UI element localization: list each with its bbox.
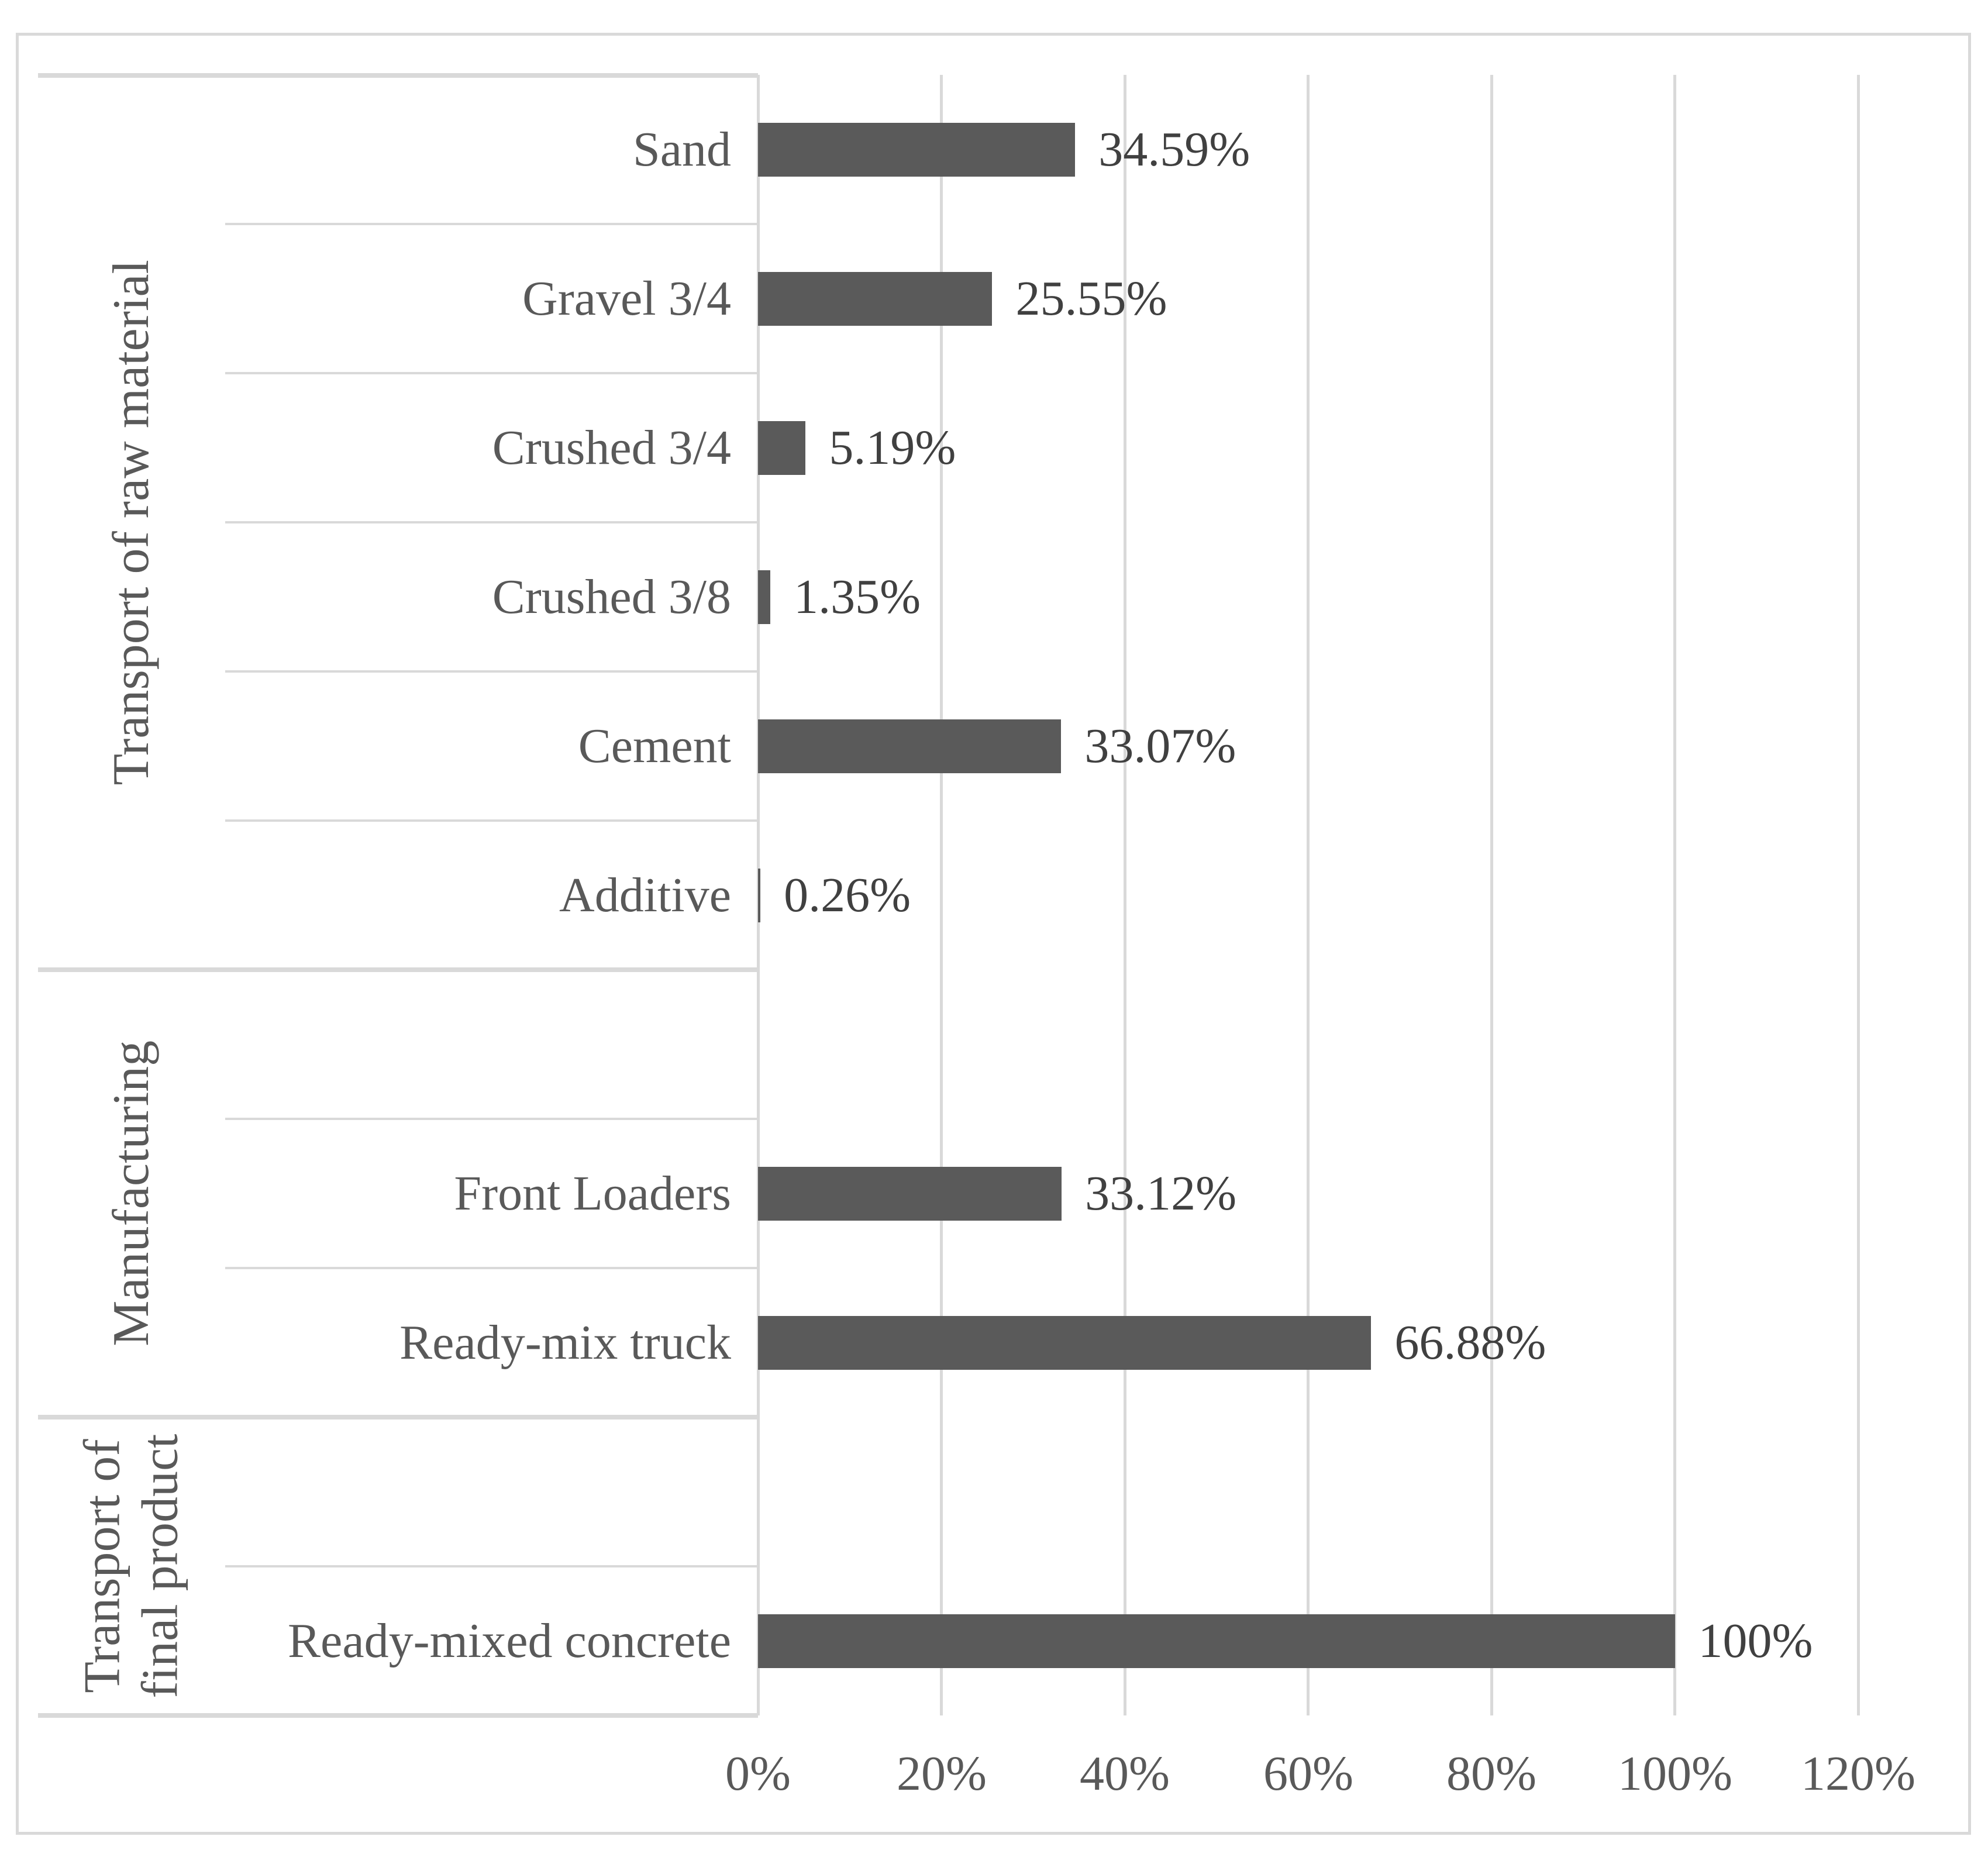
row-separator [225, 1267, 758, 1269]
value-label-ready-mixed-concrete: 100% [1698, 1614, 1813, 1668]
bar-row-cement: 33.07% [758, 671, 1858, 821]
bar-sand [758, 122, 1076, 177]
value-label-additive: 0.26% [784, 868, 911, 922]
bar-row-ready-mix-truck: 66.88% [758, 1268, 1858, 1417]
category-label-empty-1 [225, 970, 744, 1119]
bar-row-crushed-3-4: 5.19% [758, 373, 1858, 522]
x-tick-80: 80% [1446, 1746, 1536, 1801]
gridline-40 [1124, 75, 1126, 1715]
bar-gravel-3-4 [758, 271, 993, 326]
group-boundary-bottom [38, 1713, 758, 1718]
figure-border [16, 33, 1971, 1835]
bar-row-additive: 0.26% [758, 821, 1858, 970]
bar-front-loaders [758, 1166, 1062, 1221]
bar-row-ready-mixed-concrete: 100% [758, 1566, 1858, 1715]
bar-row-sand: 34.59% [758, 75, 1858, 224]
row-separator [225, 670, 758, 673]
group-label-text: Manufacturing [102, 1041, 160, 1346]
gridline-80 [1490, 75, 1493, 1715]
x-axis: 0% 20% 40% 60% 80% 100% 120% [725, 1740, 1915, 1808]
gridline-100 [1673, 75, 1676, 1715]
group-label-transport-final-product: Transport of final product [38, 1417, 225, 1715]
x-tick-100: 100% [1618, 1746, 1732, 1801]
category-label-additive: Additive [559, 868, 731, 922]
category-label-ready-mix-truck: Ready-mix truck [399, 1315, 731, 1370]
row-separator [225, 223, 758, 225]
row-separator [225, 372, 758, 374]
category-label-cement: Cement [578, 719, 731, 773]
gridline-120 [1857, 75, 1860, 1715]
row-separator [225, 819, 758, 822]
group-boundary-top [38, 73, 758, 78]
bar-additive [758, 868, 761, 922]
x-tick-20: 20% [897, 1746, 987, 1801]
bar-ready-mix-truck [758, 1315, 1372, 1370]
row-separator [225, 1118, 758, 1120]
gridline-60 [1307, 75, 1310, 1715]
bar-row-front-loaders: 33.12% [758, 1119, 1858, 1268]
category-label-crushed-3-8: Crushed 3/8 [492, 570, 731, 624]
bar-ready-mixed-concrete [758, 1614, 1675, 1668]
plot-area: 34.59% 25.55% 5.19% 1.35% 33.07% 0.26% 3… [757, 75, 1860, 1715]
category-label-front-loaders: Front Loaders [454, 1166, 731, 1221]
value-label-sand: 34.59% [1098, 122, 1250, 177]
category-label-sand: Sand [633, 122, 731, 177]
group-label-manufacturing: Manufacturing [38, 970, 225, 1417]
category-label-gravel-3-4: Gravel 3/4 [522, 271, 731, 326]
x-tick-120: 120% [1801, 1746, 1915, 1801]
bar-row-crushed-3-8: 1.35% [758, 522, 1858, 671]
row-separator [225, 1565, 758, 1567]
bar-crushed-3-4 [758, 421, 806, 475]
bar-cement [758, 719, 1062, 773]
value-label-front-loaders: 33.12% [1085, 1166, 1237, 1221]
x-tick-40: 40% [1080, 1746, 1170, 1801]
value-label-ready-mix-truck: 66.88% [1394, 1315, 1546, 1370]
bar-row-gravel-3-4: 25.55% [758, 224, 1858, 373]
x-tick-0: 0% [725, 1746, 791, 1801]
bar-crushed-3-8 [758, 570, 771, 624]
gridline-20 [940, 75, 943, 1715]
category-label-ready-mixed-concrete: Ready-mixed concrete [288, 1614, 731, 1668]
group-label-transport-raw-material: Transport of raw material [38, 75, 225, 970]
value-label-crushed-3-4: 5.19% [829, 421, 956, 475]
category-label-crushed-3-4: Crushed 3/4 [492, 421, 731, 475]
group-label-text: Transport of final product [74, 1434, 189, 1699]
value-label-cement: 33.07% [1084, 719, 1236, 773]
bar-row-empty-2 [758, 1417, 1858, 1566]
group-boundary-raw-material-manufacturing [38, 967, 758, 972]
group-boundary-manufacturing-final-product [38, 1415, 758, 1420]
bar-row-empty-1 [758, 970, 1858, 1119]
row-separator [225, 521, 758, 523]
value-label-crushed-3-8: 1.35% [794, 570, 921, 624]
category-label-empty-2 [225, 1417, 744, 1566]
x-tick-60: 60% [1263, 1746, 1353, 1801]
value-label-gravel-3-4: 25.55% [1015, 271, 1167, 326]
group-label-text: Transport of raw material [102, 259, 160, 785]
